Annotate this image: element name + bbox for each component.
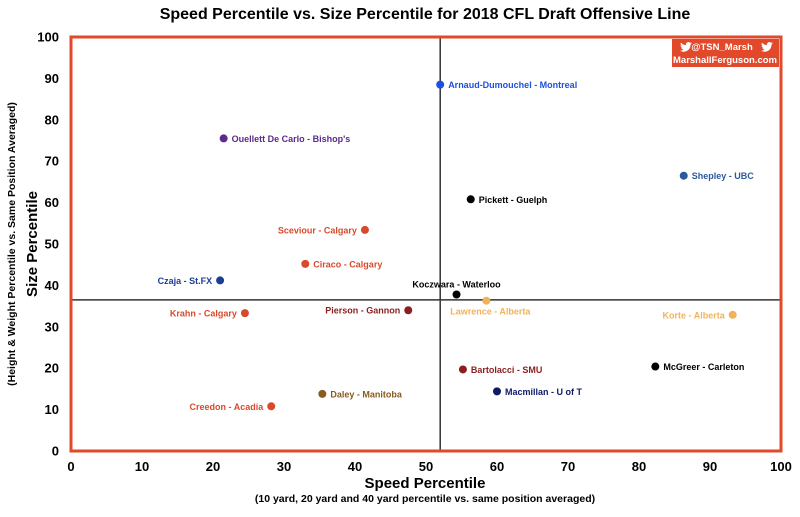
y-tick-label: 30 (45, 319, 59, 334)
point-label: Ouellett De Carlo - Bishop's (232, 134, 351, 144)
point-label: Lawrence - Alberta (450, 307, 531, 317)
point-marker[interactable] (452, 290, 461, 299)
y-tick-label: 90 (45, 71, 59, 86)
y-axis-subtitle: (Height & Weight Percentile vs. Same Pos… (6, 102, 18, 386)
point-marker[interactable] (482, 296, 491, 305)
point-marker[interactable] (360, 225, 369, 234)
point-marker[interactable] (216, 276, 225, 285)
point-label: Bartolacci - SMU (471, 365, 543, 375)
y-tick-label: 20 (45, 361, 59, 376)
data-point[interactable]: Ouellett De Carlo - Bishop's (219, 134, 351, 144)
data-point[interactable]: Creedon - Acadia (190, 402, 276, 412)
y-tick-label: 60 (45, 195, 59, 210)
point-marker[interactable] (493, 387, 501, 396)
y-tick-label: 80 (45, 112, 59, 127)
x-tick-label: 60 (490, 459, 504, 474)
data-point[interactable]: Bartolacci - SMU (458, 365, 543, 375)
point-marker[interactable] (240, 309, 249, 318)
data-point[interactable]: Macmillan - U of T (493, 387, 583, 397)
data-point[interactable]: Sceviour - Calgary (278, 225, 369, 235)
x-tick-label: 80 (632, 459, 646, 474)
x-tick-label: 50 (419, 459, 433, 474)
y-tick-label: 70 (45, 154, 59, 169)
y-tick-label: 0 (52, 444, 59, 459)
point-marker[interactable] (318, 389, 327, 398)
data-point[interactable]: Lawrence - Alberta (450, 296, 531, 317)
point-marker[interactable] (728, 310, 737, 319)
point-marker[interactable] (267, 402, 276, 411)
point-marker[interactable] (219, 134, 228, 143)
data-point[interactable]: Pierson - Gannon (325, 306, 413, 316)
point-marker[interactable] (436, 80, 445, 89)
point-label: Pierson - Gannon (325, 306, 400, 316)
point-marker[interactable] (301, 259, 310, 268)
twitter-bird-icon (680, 42, 692, 52)
data-point[interactable]: Ciraco - Calgary (301, 259, 382, 269)
point-label: Macmillan - U of T (505, 387, 583, 397)
point-label: Daley - Manitoba (330, 389, 403, 399)
point-label: Czaja - St.FX (158, 276, 213, 286)
y-axis-ticks: 0 10 20 30 40 50 60 70 80 90 100 (37, 30, 59, 459)
data-point[interactable]: Krahn - Calgary (170, 309, 249, 319)
point-label: Creedon - Acadia (190, 402, 265, 412)
data-point[interactable]: Czaja - St.FX (158, 276, 225, 286)
plot-frame (69, 35, 783, 453)
x-axis-ticks: 0 10 20 30 40 50 60 70 80 90 100 (67, 459, 791, 474)
data-point[interactable]: Shepley - UBC (679, 171, 755, 181)
data-point[interactable]: Pickett - Guelph (466, 195, 548, 205)
point-label: Koczwara - Waterloo (412, 280, 501, 290)
y-axis-title: Size Percentile (24, 191, 41, 297)
point-marker[interactable] (458, 365, 467, 374)
point-label: McGreer - Carleton (663, 362, 744, 372)
point-marker[interactable] (466, 195, 475, 204)
x-tick-label: 40 (348, 459, 362, 474)
data-point[interactable]: McGreer - Carleton (651, 362, 744, 372)
point-marker[interactable] (404, 306, 413, 315)
chart-title: Speed Percentile vs. Size Percentile for… (160, 6, 691, 23)
x-tick-label: 20 (206, 459, 220, 474)
point-marker[interactable] (679, 171, 688, 180)
data-points: Arnaud-Dumouchel - Montreal Ouellett De C… (158, 80, 755, 412)
point-label: Pickett - Guelph (479, 195, 548, 205)
plot-area (71, 37, 781, 451)
credit-box[interactable]: @TSN_Marsh MarshallFerguson.com (672, 39, 779, 67)
twitter-bird-icon (761, 42, 773, 52)
x-tick-label: 100 (770, 459, 792, 474)
website-link[interactable]: MarshallFerguson.com (673, 55, 777, 66)
y-tick-label: 50 (45, 237, 59, 252)
data-point[interactable]: Arnaud-Dumouchel - Montreal (436, 80, 577, 90)
point-label: Shepley - UBC (692, 171, 755, 181)
x-axis-subtitle: (10 yard, 20 yard and 40 yard percentile… (255, 493, 595, 505)
point-label: Korte - Alberta (663, 310, 726, 320)
x-tick-label: 90 (703, 459, 717, 474)
y-tick-label: 100 (37, 30, 59, 45)
point-marker[interactable] (651, 362, 660, 371)
point-label: Ciraco - Calgary (313, 259, 382, 269)
twitter-handle[interactable]: @TSN_Marsh (691, 42, 753, 53)
reference-lines (71, 37, 781, 451)
point-label: Sceviour - Calgary (278, 225, 357, 235)
data-point[interactable]: Daley - Manitoba (318, 389, 403, 399)
point-label: Krahn - Calgary (170, 309, 237, 319)
x-tick-label: 10 (135, 459, 149, 474)
y-tick-label: 40 (45, 278, 59, 293)
x-tick-label: 70 (561, 459, 575, 474)
point-label: Arnaud-Dumouchel - Montreal (448, 80, 577, 90)
x-axis-title: Speed Percentile (365, 475, 486, 492)
y-tick-label: 10 (45, 402, 59, 417)
data-point[interactable]: Korte - Alberta (663, 310, 737, 320)
x-tick-label: 0 (67, 459, 74, 474)
x-tick-label: 30 (277, 459, 291, 474)
data-point[interactable]: Koczwara - Waterloo (412, 280, 501, 299)
